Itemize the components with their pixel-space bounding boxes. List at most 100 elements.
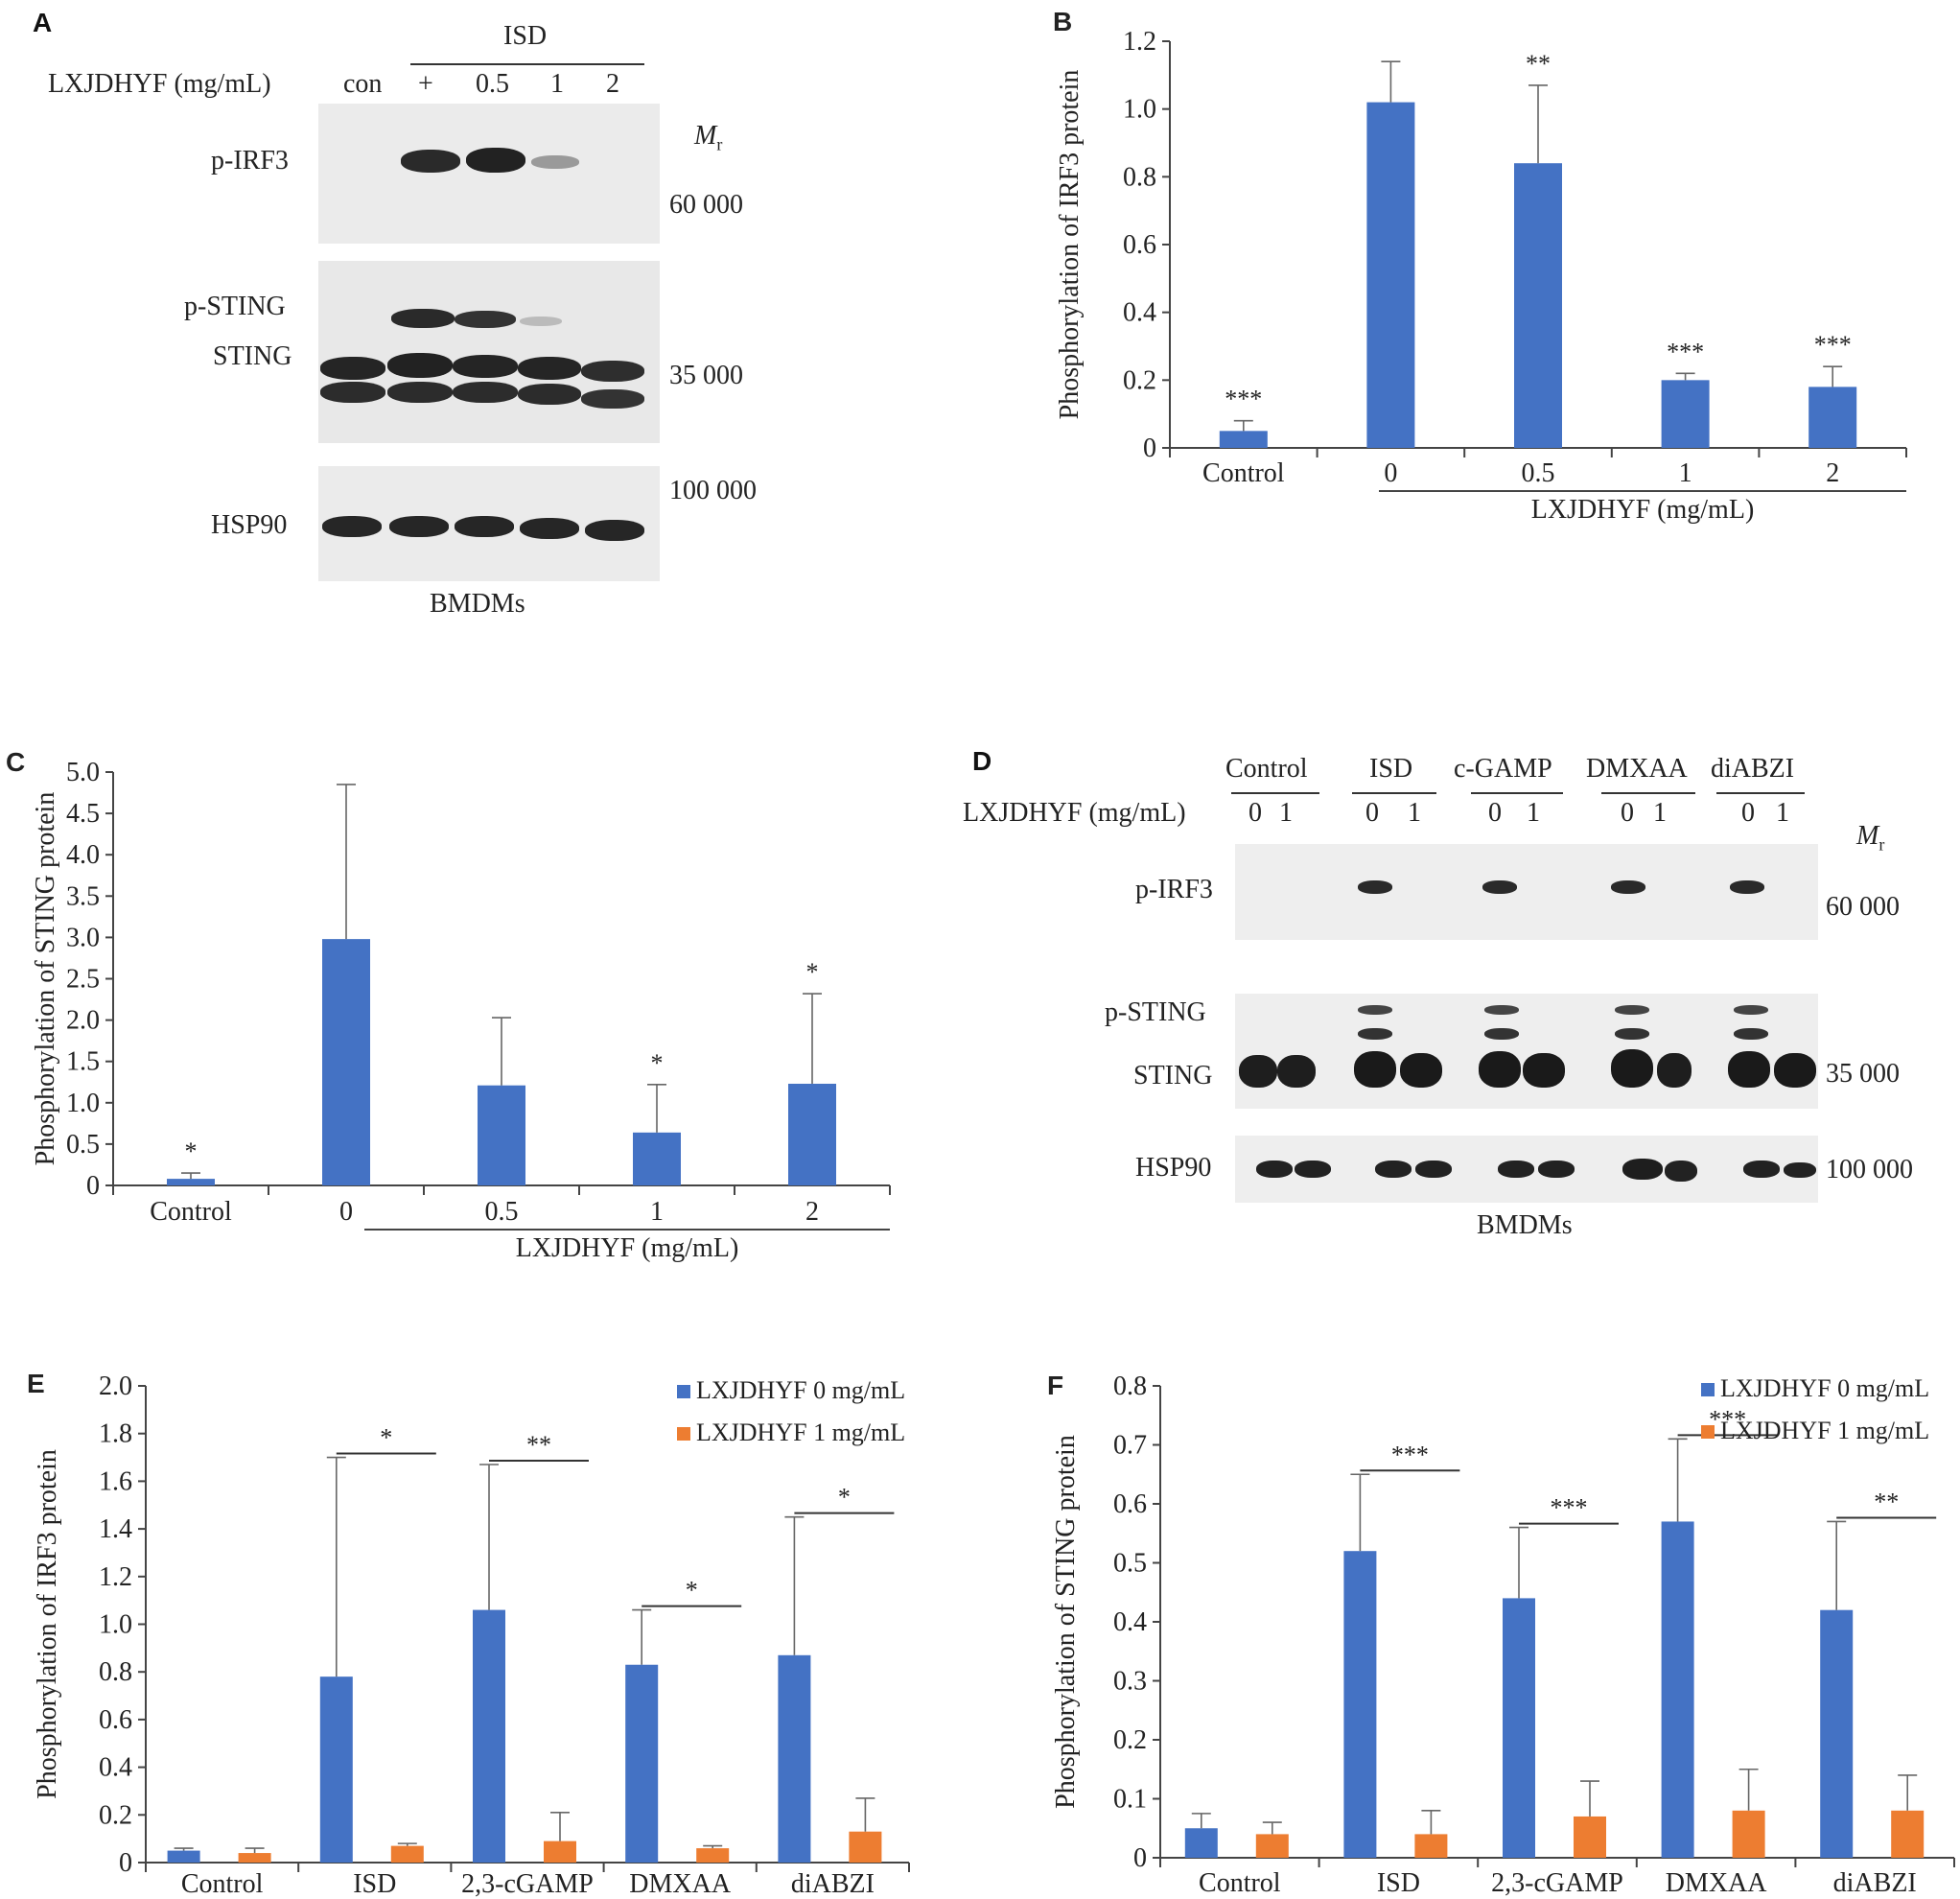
band [1498, 1160, 1534, 1178]
legend-label: LXJDHYF 0 mg/mL [1720, 1374, 1929, 1402]
band [1615, 1028, 1649, 1040]
x-tick-label: 1 [1679, 458, 1692, 488]
blot-hsp90 [318, 466, 660, 581]
lane-label: 1 [550, 69, 564, 99]
row-label-psting: p-STING [184, 292, 286, 321]
group-underline [1352, 792, 1436, 794]
band [1734, 1005, 1768, 1015]
band [1375, 1160, 1412, 1178]
y-tick-label: 1.2 [99, 1562, 132, 1592]
band [585, 520, 644, 541]
legend-label: LXJDHYF 1 mg/mL [1720, 1417, 1929, 1444]
significance-label: * [838, 1484, 851, 1512]
bar [1343, 1551, 1377, 1858]
row-label-psting: p-STING [1105, 997, 1206, 1027]
marker-35000: 35 000 [1826, 1059, 1900, 1089]
y-tick-label: 1.2 [1123, 27, 1156, 57]
lane-label: 0 [1741, 798, 1755, 828]
band [387, 353, 453, 378]
panel-a: A ISD LXJDHYF (mg/mL) con + 0.5 1 2 p-IR… [0, 0, 786, 633]
bar [1503, 1598, 1535, 1858]
y-tick-label: 0.4 [1113, 1607, 1147, 1637]
y-tick-label: 1.8 [99, 1419, 132, 1449]
band [1743, 1160, 1780, 1178]
x-axis-label: LXJDHYF (mg/mL) [1531, 495, 1755, 525]
band [1400, 1053, 1442, 1088]
y-tick-label: 2.0 [66, 1006, 100, 1036]
y-tick-label: 0.8 [1113, 1372, 1147, 1401]
band [581, 389, 644, 409]
legend-label: LXJDHYF 0 mg/mL [696, 1376, 905, 1404]
significance-label: * [806, 958, 819, 986]
band [322, 516, 382, 537]
band [1482, 880, 1517, 894]
panel-label: C [6, 747, 25, 777]
row-label: LXJDHYF (mg/mL) [48, 69, 271, 99]
band [401, 150, 460, 173]
row-label-pirf3: p-IRF3 [211, 146, 289, 176]
x-tick-label: 1 [650, 1197, 664, 1227]
bar [322, 939, 370, 1185]
chart-f: F 0 0.1 0.2 0.3 0.4 0.5 0.6 0.7 0.8 Phosphorylatio… [1047, 1371, 1955, 1898]
y-tick-label: 0.5 [66, 1130, 100, 1160]
lane-label: 0 [1621, 798, 1634, 828]
band [1239, 1055, 1277, 1088]
bar [1808, 387, 1857, 448]
bar [625, 1664, 659, 1863]
significance-label: ** [526, 1431, 551, 1459]
lane-label: + [418, 69, 433, 99]
significance-label: * [686, 1577, 698, 1605]
marker-100000: 100 000 [669, 476, 757, 505]
significance-label: * [380, 1424, 392, 1452]
band [466, 148, 525, 173]
y-tick-label: 0.5 [1113, 1549, 1147, 1579]
band [455, 516, 514, 537]
band [1358, 1028, 1392, 1040]
band [520, 518, 579, 539]
y-tick-label: 3.0 [66, 923, 100, 952]
panel-label: B [1053, 7, 1072, 36]
band [1484, 1005, 1519, 1015]
bar [1184, 1828, 1218, 1858]
significance-label: *** [1667, 338, 1704, 365]
y-tick-label: 3.5 [66, 881, 100, 911]
bar [1219, 431, 1268, 448]
bar [849, 1831, 882, 1863]
bar [473, 1609, 505, 1863]
x-tick-label: Control [181, 1869, 264, 1899]
band [1479, 1051, 1521, 1088]
lane-label: 1 [1527, 798, 1540, 828]
y-tick-label: 1.6 [99, 1466, 132, 1496]
x-tick-label: 2 [805, 1197, 819, 1227]
band [453, 355, 518, 378]
legend-label: LXJDHYF 1 mg/mL [696, 1418, 905, 1446]
band [455, 311, 516, 328]
significance-label: *** [1551, 1494, 1588, 1522]
bar [633, 1132, 681, 1185]
x-tick-label: Control [150, 1197, 232, 1227]
band [1734, 1028, 1768, 1040]
band [1665, 1160, 1697, 1182]
group-underline [1716, 792, 1805, 794]
y-tick-label: 0.7 [1113, 1431, 1147, 1461]
band [1277, 1055, 1316, 1088]
isd-header: ISD [503, 21, 548, 51]
band [389, 516, 449, 537]
band [1523, 1053, 1565, 1088]
band [518, 384, 581, 405]
y-tick-label: 0.6 [99, 1705, 132, 1735]
y-tick-label: 0 [119, 1848, 132, 1878]
x-tick-label: 0 [339, 1197, 353, 1227]
band [531, 155, 579, 169]
lane-label: 1 [1279, 798, 1293, 828]
blot-sting [318, 261, 660, 443]
legend-swatch [1701, 1383, 1715, 1396]
legend-swatch [677, 1427, 690, 1441]
y-tick-label: 4.5 [66, 799, 100, 829]
group-underline [1231, 792, 1319, 794]
lane-label: 0 [1365, 798, 1379, 828]
x-tick-label: ISD [1377, 1868, 1420, 1898]
bar [478, 1085, 525, 1185]
significance-label: *** [1814, 331, 1852, 359]
significance-label: ** [1526, 50, 1551, 78]
